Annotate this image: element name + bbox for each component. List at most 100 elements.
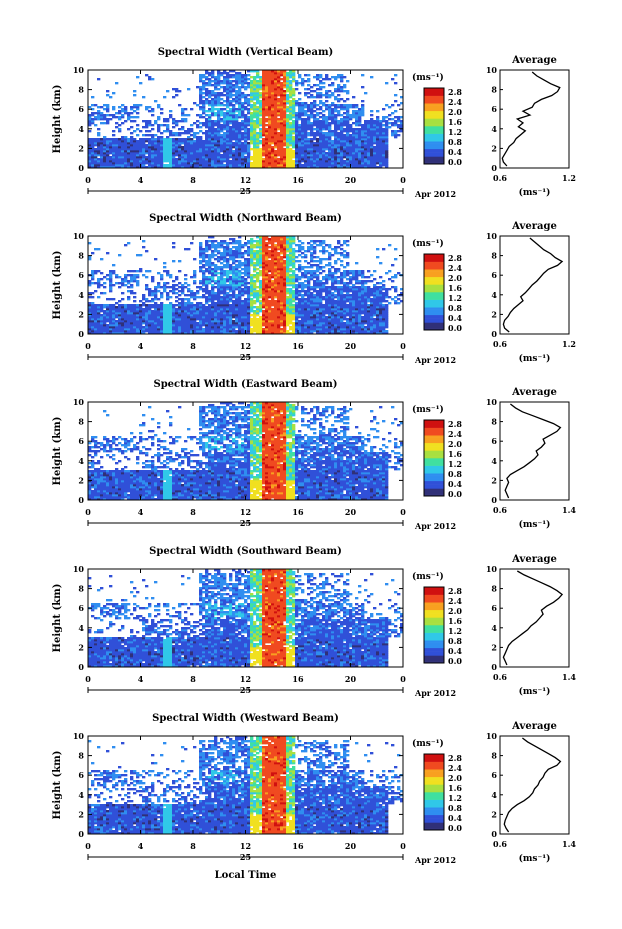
heatmap-cell bbox=[379, 140, 383, 143]
heatmap-cell bbox=[115, 150, 119, 153]
heatmap-cell bbox=[310, 124, 314, 127]
heatmap-cell bbox=[175, 124, 179, 127]
heatmap-cell bbox=[271, 112, 275, 115]
heatmap-cell bbox=[133, 280, 137, 283]
heatmap-cell bbox=[250, 136, 254, 139]
heatmap-cell bbox=[109, 156, 113, 159]
heatmap-cell bbox=[142, 314, 146, 317]
heatmap-cell bbox=[205, 164, 209, 167]
heatmap-cell bbox=[100, 316, 104, 319]
heatmap-cell bbox=[226, 298, 230, 301]
heatmap-cell bbox=[253, 80, 257, 83]
heatmap-cell bbox=[349, 152, 353, 155]
heatmap-cell bbox=[253, 142, 257, 145]
heatmap-cell bbox=[277, 80, 281, 83]
heatmap-cell bbox=[253, 82, 257, 85]
heatmap-cell bbox=[223, 300, 227, 303]
heatmap-cell bbox=[181, 164, 185, 167]
heatmap-cell bbox=[235, 78, 239, 81]
average-frame bbox=[499, 69, 570, 169]
heatmap-cell bbox=[172, 146, 176, 149]
heatmap-cell bbox=[223, 142, 227, 145]
heatmap-cell bbox=[142, 302, 146, 305]
heatmap-cell bbox=[238, 102, 242, 105]
heatmap-cell bbox=[211, 152, 215, 155]
heatmap-cell bbox=[226, 294, 230, 297]
heatmap-cell bbox=[280, 138, 284, 141]
heatmap-cell bbox=[100, 156, 104, 159]
heatmap-cell bbox=[226, 104, 230, 107]
heatmap-cell bbox=[130, 160, 134, 163]
average-profile-line bbox=[501, 71, 561, 167]
heatmap-cell bbox=[319, 120, 323, 123]
heatmap-cell bbox=[103, 314, 107, 317]
heatmap-cell bbox=[127, 152, 131, 155]
heatmap-cell bbox=[352, 110, 356, 113]
heatmap-cell bbox=[199, 312, 203, 315]
heatmap-cell bbox=[226, 154, 230, 157]
heatmap-cell bbox=[184, 142, 188, 145]
heatmap-cell bbox=[175, 162, 179, 165]
heatmap-cell bbox=[235, 332, 239, 335]
heatmap-cell bbox=[100, 118, 104, 121]
heatmap-cell bbox=[211, 144, 215, 147]
heatmap-cell bbox=[358, 156, 362, 159]
heatmap-cell bbox=[364, 148, 368, 151]
heatmap-cell bbox=[280, 158, 284, 161]
heatmap-cell bbox=[268, 116, 272, 119]
heatmap-cell bbox=[193, 306, 197, 309]
heatmap-cell bbox=[133, 332, 137, 335]
heatmap-cell bbox=[145, 150, 149, 153]
heatmap-cell bbox=[163, 312, 167, 315]
heatmap-cell bbox=[187, 128, 191, 131]
heatmap-cell bbox=[199, 78, 203, 81]
heatmap-cell bbox=[235, 314, 239, 317]
heatmap-cell bbox=[253, 322, 257, 325]
heatmap-cell bbox=[298, 126, 302, 129]
heatmap-cell bbox=[367, 132, 371, 135]
heatmap-cell bbox=[370, 158, 374, 161]
heatmap-cell bbox=[166, 144, 170, 147]
heatmap-cell bbox=[244, 318, 248, 321]
heatmap-cell bbox=[229, 238, 233, 241]
heatmap-cell bbox=[223, 246, 227, 249]
heatmap-cell bbox=[199, 262, 203, 265]
heatmap-cell bbox=[226, 320, 230, 323]
heatmap-cell bbox=[304, 160, 308, 163]
heatmap-cell bbox=[97, 164, 101, 167]
heatmap-cell bbox=[136, 254, 140, 257]
heatmap-cell bbox=[97, 114, 101, 117]
heatmap-cell bbox=[247, 314, 251, 317]
heatmap-cell bbox=[256, 126, 260, 129]
heatmap-cell bbox=[250, 274, 254, 277]
heatmap-cell bbox=[214, 122, 218, 125]
heatmap-cell bbox=[94, 248, 98, 251]
heatmap-cell bbox=[340, 136, 344, 139]
heatmap-cell bbox=[286, 118, 290, 121]
heatmap-cell bbox=[226, 306, 230, 309]
heatmap-cell bbox=[310, 146, 314, 149]
heatmap-cell bbox=[223, 164, 227, 167]
heatmap-cell bbox=[343, 104, 347, 107]
heatmap-cell bbox=[358, 124, 362, 127]
heatmap-cell bbox=[295, 134, 299, 137]
heatmap-cell bbox=[340, 124, 344, 127]
heatmap-cell bbox=[334, 140, 338, 143]
heatmap-cell bbox=[151, 110, 155, 113]
heatmap-cell bbox=[232, 146, 236, 149]
heatmap-cell bbox=[214, 108, 218, 111]
avg-y-tick-label: 0 bbox=[491, 163, 497, 173]
heatmap-cell bbox=[262, 290, 266, 293]
heatmap-cell bbox=[217, 326, 221, 329]
heatmap-cell bbox=[247, 84, 251, 87]
heatmap-cell bbox=[367, 154, 371, 157]
heatmap-cell bbox=[130, 316, 134, 319]
heatmap-cell bbox=[376, 124, 380, 127]
heatmap-cell bbox=[211, 104, 215, 107]
heatmap-cell bbox=[364, 136, 368, 139]
heatmap-cell bbox=[229, 148, 233, 151]
heatmap-cell bbox=[250, 126, 254, 129]
heatmap-cell bbox=[292, 144, 296, 147]
heatmap-cell bbox=[160, 278, 164, 281]
heatmap-cell bbox=[154, 318, 158, 321]
